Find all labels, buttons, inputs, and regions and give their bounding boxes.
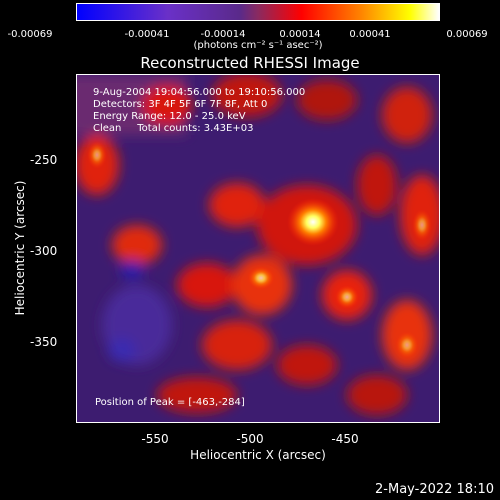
info-clean-counts: Clean Total counts: 3.43E+03: [93, 123, 254, 134]
image-title: Reconstructed RHESSI Image: [140, 54, 360, 72]
x-tick: -450: [331, 432, 359, 446]
info-time-range: 9-Aug-2004 19:04:56.000 to 19:10:56.000: [93, 87, 306, 98]
y-axis-label: Heliocentric Y (arcsec): [13, 180, 27, 316]
footer-date: 2-May-2022 18:10: [375, 482, 494, 497]
peak-position: Position of Peak = [-463,-284]: [95, 397, 245, 408]
colorbar-unit: (photons cm⁻² s⁻¹ asec⁻²): [193, 40, 323, 51]
colorbar-tick: 0.00014: [279, 29, 321, 40]
colorbar-tick: -0.00069: [7, 29, 53, 40]
x-tick: -500: [236, 432, 264, 446]
x-axis-label: Heliocentric X (arcsec): [190, 448, 326, 462]
intensity-map: [77, 75, 439, 422]
colorbar-tick: -0.00041: [124, 29, 170, 40]
colorbar-tick: 0.00069: [446, 29, 488, 40]
x-tick: -550: [141, 432, 169, 446]
y-tick: -250: [30, 153, 58, 167]
colorbar: [76, 3, 440, 21]
colorbar-tick: -0.00014: [200, 29, 246, 40]
colorbar-tick: 0.00041: [349, 29, 391, 40]
image-plot: 9-Aug-2004 19:04:56.000 to 19:10:56.000 …: [76, 74, 440, 423]
y-tick: -350: [30, 335, 58, 349]
y-tick: -300: [30, 244, 58, 258]
info-detectors: Detectors: 3F 4F 5F 6F 7F 8F, Att 0: [93, 99, 268, 110]
peak-source: [287, 198, 339, 246]
info-energy-range: Energy Range: 12.0 - 25.0 keV: [93, 111, 246, 122]
